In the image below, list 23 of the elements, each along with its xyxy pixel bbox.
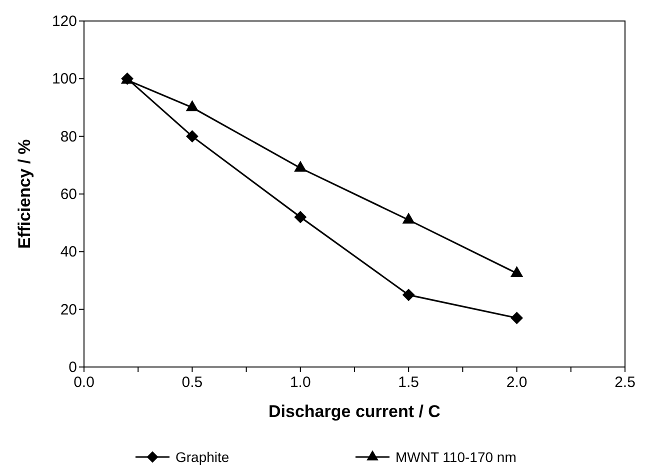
x-tick-label: 2.0 xyxy=(506,374,528,391)
point xyxy=(294,210,307,224)
y-tick-label: 120 xyxy=(52,13,77,30)
x-tick-label: 2.5 xyxy=(614,374,636,391)
y-tick-label: 40 xyxy=(60,244,77,261)
legend-label: MWNT 110-170 nm xyxy=(396,449,516,465)
y-axis-title: Efficiency / % xyxy=(15,139,34,249)
point xyxy=(510,312,524,324)
point xyxy=(402,212,415,224)
x-tick-label: 0.0 xyxy=(74,374,94,391)
legend-label: Graphite xyxy=(176,449,230,465)
y-tick-label: 0 xyxy=(68,359,77,376)
y-tick-label: 100 xyxy=(52,70,77,88)
x-tick-label: 1.5 xyxy=(398,374,420,391)
y-tick-label: 60 xyxy=(60,186,77,203)
point xyxy=(186,100,199,112)
x-axis-title: Discharge current / C xyxy=(268,402,440,421)
point xyxy=(294,160,307,172)
x-tick-label: 0.5 xyxy=(182,374,203,391)
y-tick-label: 20 xyxy=(60,301,77,318)
y-tick-label: 80 xyxy=(60,128,77,146)
x-tick-label: 1.0 xyxy=(290,374,311,391)
point xyxy=(402,288,415,302)
